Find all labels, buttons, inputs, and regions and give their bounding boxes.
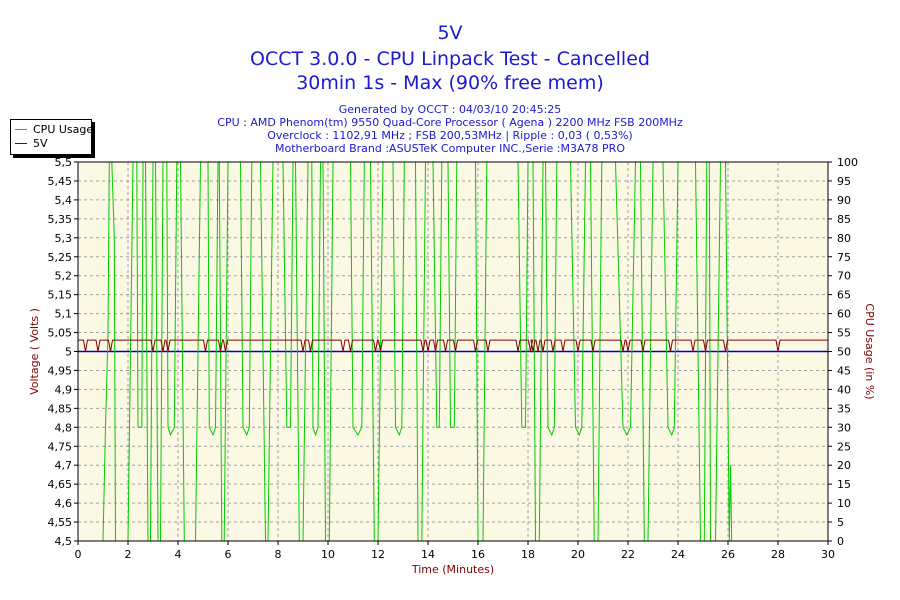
- x-tick-label: 2: [125, 548, 132, 561]
- x-tick-label: 10: [321, 548, 335, 561]
- y-right-tick-label: 60: [837, 308, 851, 321]
- y-right-axis-label: CPU Usage (in %): [863, 303, 876, 399]
- y-right-tick-label: 0: [837, 535, 844, 548]
- x-tick-label: 14: [421, 548, 435, 561]
- y-right-tick-label: 20: [837, 459, 851, 472]
- y-right-tick-label: 75: [837, 251, 851, 264]
- y-left-tick-label: 5,15: [48, 289, 73, 302]
- y-right-tick-label: 55: [837, 327, 851, 340]
- y-right-tick-label: 30: [837, 421, 851, 434]
- y-right-tick-label: 95: [837, 175, 851, 188]
- y-left-tick-label: 4,55: [48, 516, 73, 529]
- y-left-tick-label: 4,8: [55, 421, 73, 434]
- y-right-tick-label: 40: [837, 383, 851, 396]
- y-right-tick-label: 100: [837, 156, 858, 169]
- y-left-tick-label: 4,75: [48, 440, 73, 453]
- y-left-tick-label: 4,85: [48, 402, 73, 415]
- y-left-tick-label: 4,65: [48, 478, 73, 491]
- y-left-tick-label: 4,7: [55, 459, 73, 472]
- y-right-tick-label: 45: [837, 364, 851, 377]
- x-tick-label: 4: [175, 548, 182, 561]
- x-tick-label: 12: [371, 548, 385, 561]
- y-right-tick-label: 35: [837, 402, 851, 415]
- y-left-tick-label: 5,25: [48, 251, 73, 264]
- y-left-tick-label: 4,6: [55, 497, 73, 510]
- x-tick-label: 16: [471, 548, 485, 561]
- x-tick-label: 28: [771, 548, 785, 561]
- y-right-tick-label: 50: [837, 346, 851, 359]
- y-right-tick-label: 90: [837, 194, 851, 207]
- y-left-tick-label: 4,95: [48, 364, 73, 377]
- y-left-tick-label: 5,5: [55, 156, 73, 169]
- y-left-axis-label: Voltage ( Volts ): [28, 308, 41, 395]
- x-tick-label: 22: [621, 548, 635, 561]
- y-left-tick-label: 5,35: [48, 213, 73, 226]
- x-tick-label: 24: [671, 548, 685, 561]
- y-left-tick-label: 5,2: [55, 270, 73, 283]
- y-left-tick-label: 5,3: [55, 232, 73, 245]
- y-left-tick-label: 4,9: [55, 383, 73, 396]
- y-right-tick-label: 10: [837, 497, 851, 510]
- x-tick-label: 0: [75, 548, 82, 561]
- y-right-tick-label: 70: [837, 270, 851, 283]
- x-tick-label: 20: [571, 548, 585, 561]
- y-right-tick-label: 5: [837, 516, 844, 529]
- y-left-tick-label: 5,1: [55, 308, 73, 321]
- y-right-tick-label: 15: [837, 478, 851, 491]
- x-tick-label: 18: [521, 548, 535, 561]
- x-axis-label: Time (Minutes): [411, 563, 494, 576]
- x-tick-label: 6: [225, 548, 232, 561]
- x-tick-label: 30: [821, 548, 835, 561]
- y-right-tick-label: 65: [837, 289, 851, 302]
- y-left-tick-label: 4,5: [55, 535, 73, 548]
- y-left-tick-label: 5,4: [55, 194, 73, 207]
- y-right-tick-label: 85: [837, 213, 851, 226]
- x-tick-label: 8: [275, 548, 282, 561]
- y-left-tick-label: 5: [65, 346, 72, 359]
- y-right-tick-label: 80: [837, 232, 851, 245]
- x-tick-label: 26: [721, 548, 735, 561]
- y-left-tick-label: 5,45: [48, 175, 73, 188]
- y-left-tick-label: 5,05: [48, 327, 73, 340]
- y-right-tick-label: 25: [837, 440, 851, 453]
